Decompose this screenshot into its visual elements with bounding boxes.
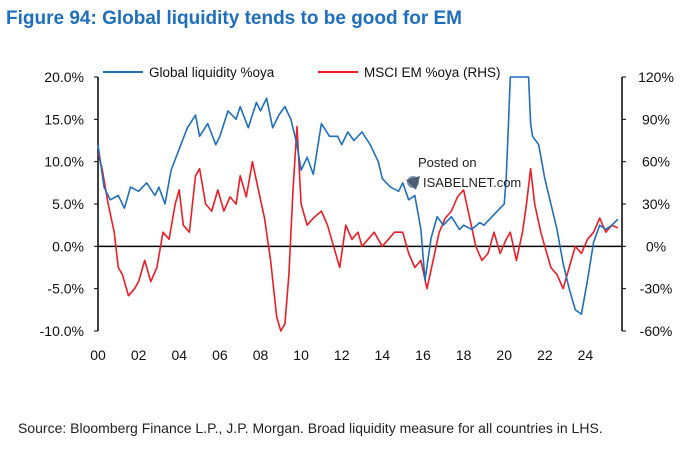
legend-label: Global liquidity %oya [149,65,275,80]
x-tick-label: 24 [578,347,594,363]
y-left-tick-label: -10.0% [40,323,84,339]
x-tick-label: 18 [456,347,472,363]
y-right-tick-label: 90% [642,111,670,127]
x-tick-label: 06 [212,347,228,363]
y-axis-left: 20.0% 15.0% 10.0% 5.0% 0.0% -5.0% -10.0% [40,69,98,339]
y-right-tick-label: -60% [640,323,673,339]
y-right-tick-label: 60% [642,154,670,170]
x-tick-label: 12 [334,347,350,363]
x-tick-label: 04 [171,347,187,363]
x-tick-label: 02 [131,347,147,363]
y-right-tick-label: -30% [640,281,673,297]
y-left-tick-label: 5.0% [52,196,84,212]
watermark: Posted on ISABELNET.com [406,155,521,190]
watermark-posted-text: Posted on [418,155,477,170]
x-tick-label: 10 [293,347,309,363]
x-tick-label: 08 [253,347,269,363]
series-line-global-liquidity [97,76,619,315]
y-axis-right: 120% 90% 60% 30% 0% -30% -60% [622,69,674,339]
x-tick-label: 16 [415,347,431,363]
x-tick-label: 20 [496,347,512,363]
x-tick-label: 14 [375,347,391,363]
y-left-tick-label: 10.0% [44,154,84,170]
y-left-tick-label: 0.0% [52,238,84,254]
y-right-tick-label: 30% [642,196,670,212]
source-note: Source: Bloomberg Finance L.P., J.P. Mor… [18,420,603,436]
x-axis: 00 02 04 06 08 10 12 14 16 18 20 22 24 [90,347,593,363]
x-tick-label: 22 [537,347,553,363]
x-tick-label: 00 [90,347,106,363]
y-left-tick-label: 20.0% [44,69,84,85]
legend-label: MSCI EM %oya (RHS) [364,65,501,80]
y-left-tick-label: 15.0% [44,111,84,127]
chart-title: Figure 94: Global liquidity tends to be … [6,8,462,29]
series-lines [97,76,619,332]
series-line-msci-em [97,125,619,332]
y-left-tick-label: -5.0% [47,281,84,297]
axes [97,77,623,331]
watermark-logo-icon [406,176,420,190]
legend: Global liquidity %oya MSCI EM %oya (RHS) [103,65,501,80]
y-right-tick-label: 120% [638,69,674,85]
watermark-site-text: ISABELNET.com [423,175,521,190]
y-right-tick-label: 0% [646,238,666,254]
